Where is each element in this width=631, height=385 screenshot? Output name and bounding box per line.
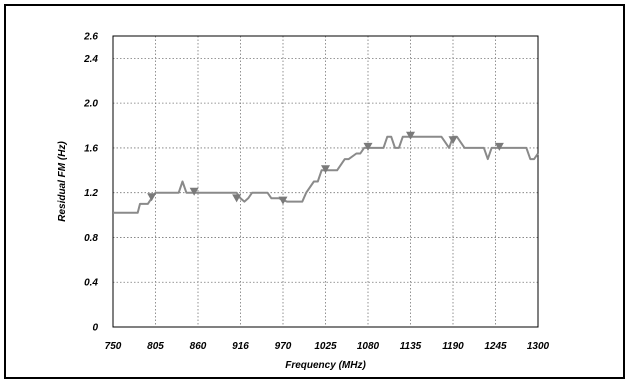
x-tick-label: 750 bbox=[105, 341, 122, 352]
series-line bbox=[113, 135, 539, 214]
y-tick-label: 2.4 bbox=[83, 54, 98, 65]
grid bbox=[112, 35, 539, 328]
y-axis-label: Residual FM (Hz) bbox=[57, 141, 68, 222]
y-tick-labels: 0 0.4 0.8 1.2 1.6 2.0 2.4 2.6 bbox=[83, 32, 98, 334]
x-tick-label: 1245 bbox=[484, 341, 507, 352]
series-layer bbox=[113, 135, 539, 214]
y-tick-label: 1.2 bbox=[84, 188, 98, 199]
y-tick-label: 0.4 bbox=[84, 278, 98, 289]
data-marker bbox=[189, 187, 199, 196]
data-marker bbox=[278, 196, 288, 205]
y-tick-label: 2.0 bbox=[83, 99, 98, 110]
y-tick-label: 2.6 bbox=[83, 32, 98, 43]
x-tick-label: 916 bbox=[232, 341, 249, 352]
y-tick-label: 1.6 bbox=[84, 143, 98, 154]
x-tick-label: 970 bbox=[275, 341, 292, 352]
x-tick-labels: 750 805 860 916 970 1025 1080 1135 1190 1245 1300 bbox=[105, 341, 550, 352]
chart-frame bbox=[4, 4, 625, 379]
data-marker bbox=[448, 136, 458, 145]
x-tick-label: 860 bbox=[190, 341, 207, 352]
x-axis-label: Frequency (MHz) bbox=[285, 360, 366, 371]
x-tick-label: 1300 bbox=[527, 341, 550, 352]
x-tick-label: 1080 bbox=[357, 341, 380, 352]
data-marker bbox=[147, 193, 157, 202]
x-tick-label: 1025 bbox=[314, 341, 337, 352]
data-marker bbox=[232, 194, 242, 203]
x-tick-label: 805 bbox=[147, 341, 164, 352]
x-tick-label: 1190 bbox=[442, 341, 464, 352]
x-tick-label: 1135 bbox=[400, 341, 422, 352]
data-marker bbox=[321, 165, 330, 174]
data-marker bbox=[406, 131, 415, 140]
plot-area-border bbox=[112, 35, 539, 328]
y-tick-label: 0.8 bbox=[84, 233, 98, 244]
data-marker bbox=[494, 142, 504, 151]
y-tick-label: 0 bbox=[92, 323, 98, 334]
data-marker bbox=[363, 142, 373, 151]
marker-layer bbox=[147, 131, 504, 205]
